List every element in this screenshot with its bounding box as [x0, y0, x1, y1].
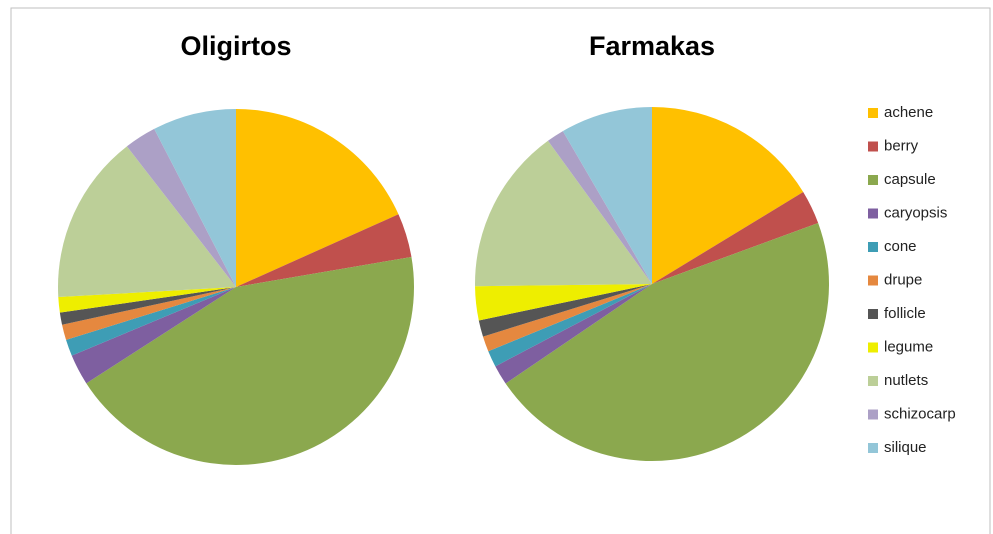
legend-label: berry	[884, 137, 919, 154]
pie-slice	[236, 109, 399, 287]
pie-slice	[62, 287, 237, 340]
legend-swatch	[868, 409, 878, 420]
pie-slice	[86, 256, 415, 465]
legend-swatch	[868, 309, 878, 319]
legend-label: silique	[884, 439, 927, 456]
legend-swatch	[868, 342, 878, 353]
pie-slice	[475, 284, 652, 321]
legend-label: drupe	[884, 271, 922, 288]
pie-slice	[126, 128, 236, 287]
pie-slice	[58, 146, 236, 298]
legend-swatch	[868, 242, 878, 252]
legend-swatch	[868, 175, 878, 185]
pie-slice	[482, 284, 652, 352]
legend-swatch	[868, 108, 878, 118]
pie-slice	[488, 284, 652, 367]
pie-slice	[154, 109, 236, 287]
pie-slice	[59, 287, 236, 325]
pie-slice	[652, 107, 804, 284]
pie-slice	[495, 284, 652, 384]
legend-swatch	[868, 376, 878, 386]
pie-slice	[547, 131, 652, 284]
pie-slice	[58, 287, 237, 313]
chart-title: Oligirtos	[180, 31, 291, 61]
pie-slice	[652, 191, 819, 284]
pie-slice	[478, 284, 652, 337]
legend-label: follicle	[884, 305, 926, 322]
pie-slice	[505, 222, 829, 462]
legend-label: capsule	[884, 171, 936, 188]
legend-swatch	[868, 208, 878, 219]
legend-label: achene	[884, 104, 933, 121]
legend-swatch	[868, 443, 878, 453]
pie-slice	[71, 287, 236, 384]
legend-label: legume	[884, 338, 933, 355]
pie-slice	[236, 214, 412, 287]
legend-label: caryopsis	[884, 204, 947, 221]
legend-label: nutlets	[884, 372, 928, 389]
pie-slice	[562, 107, 652, 284]
legend-swatch	[868, 141, 878, 152]
chart-border	[10, 7, 991, 534]
pie-slice	[475, 140, 652, 287]
pie-slice	[66, 287, 236, 356]
legend-label: cone	[884, 238, 917, 255]
chart-title: Farmakas	[589, 31, 715, 61]
legend-label: schizocarp	[884, 405, 956, 422]
legend-swatch	[868, 275, 878, 286]
